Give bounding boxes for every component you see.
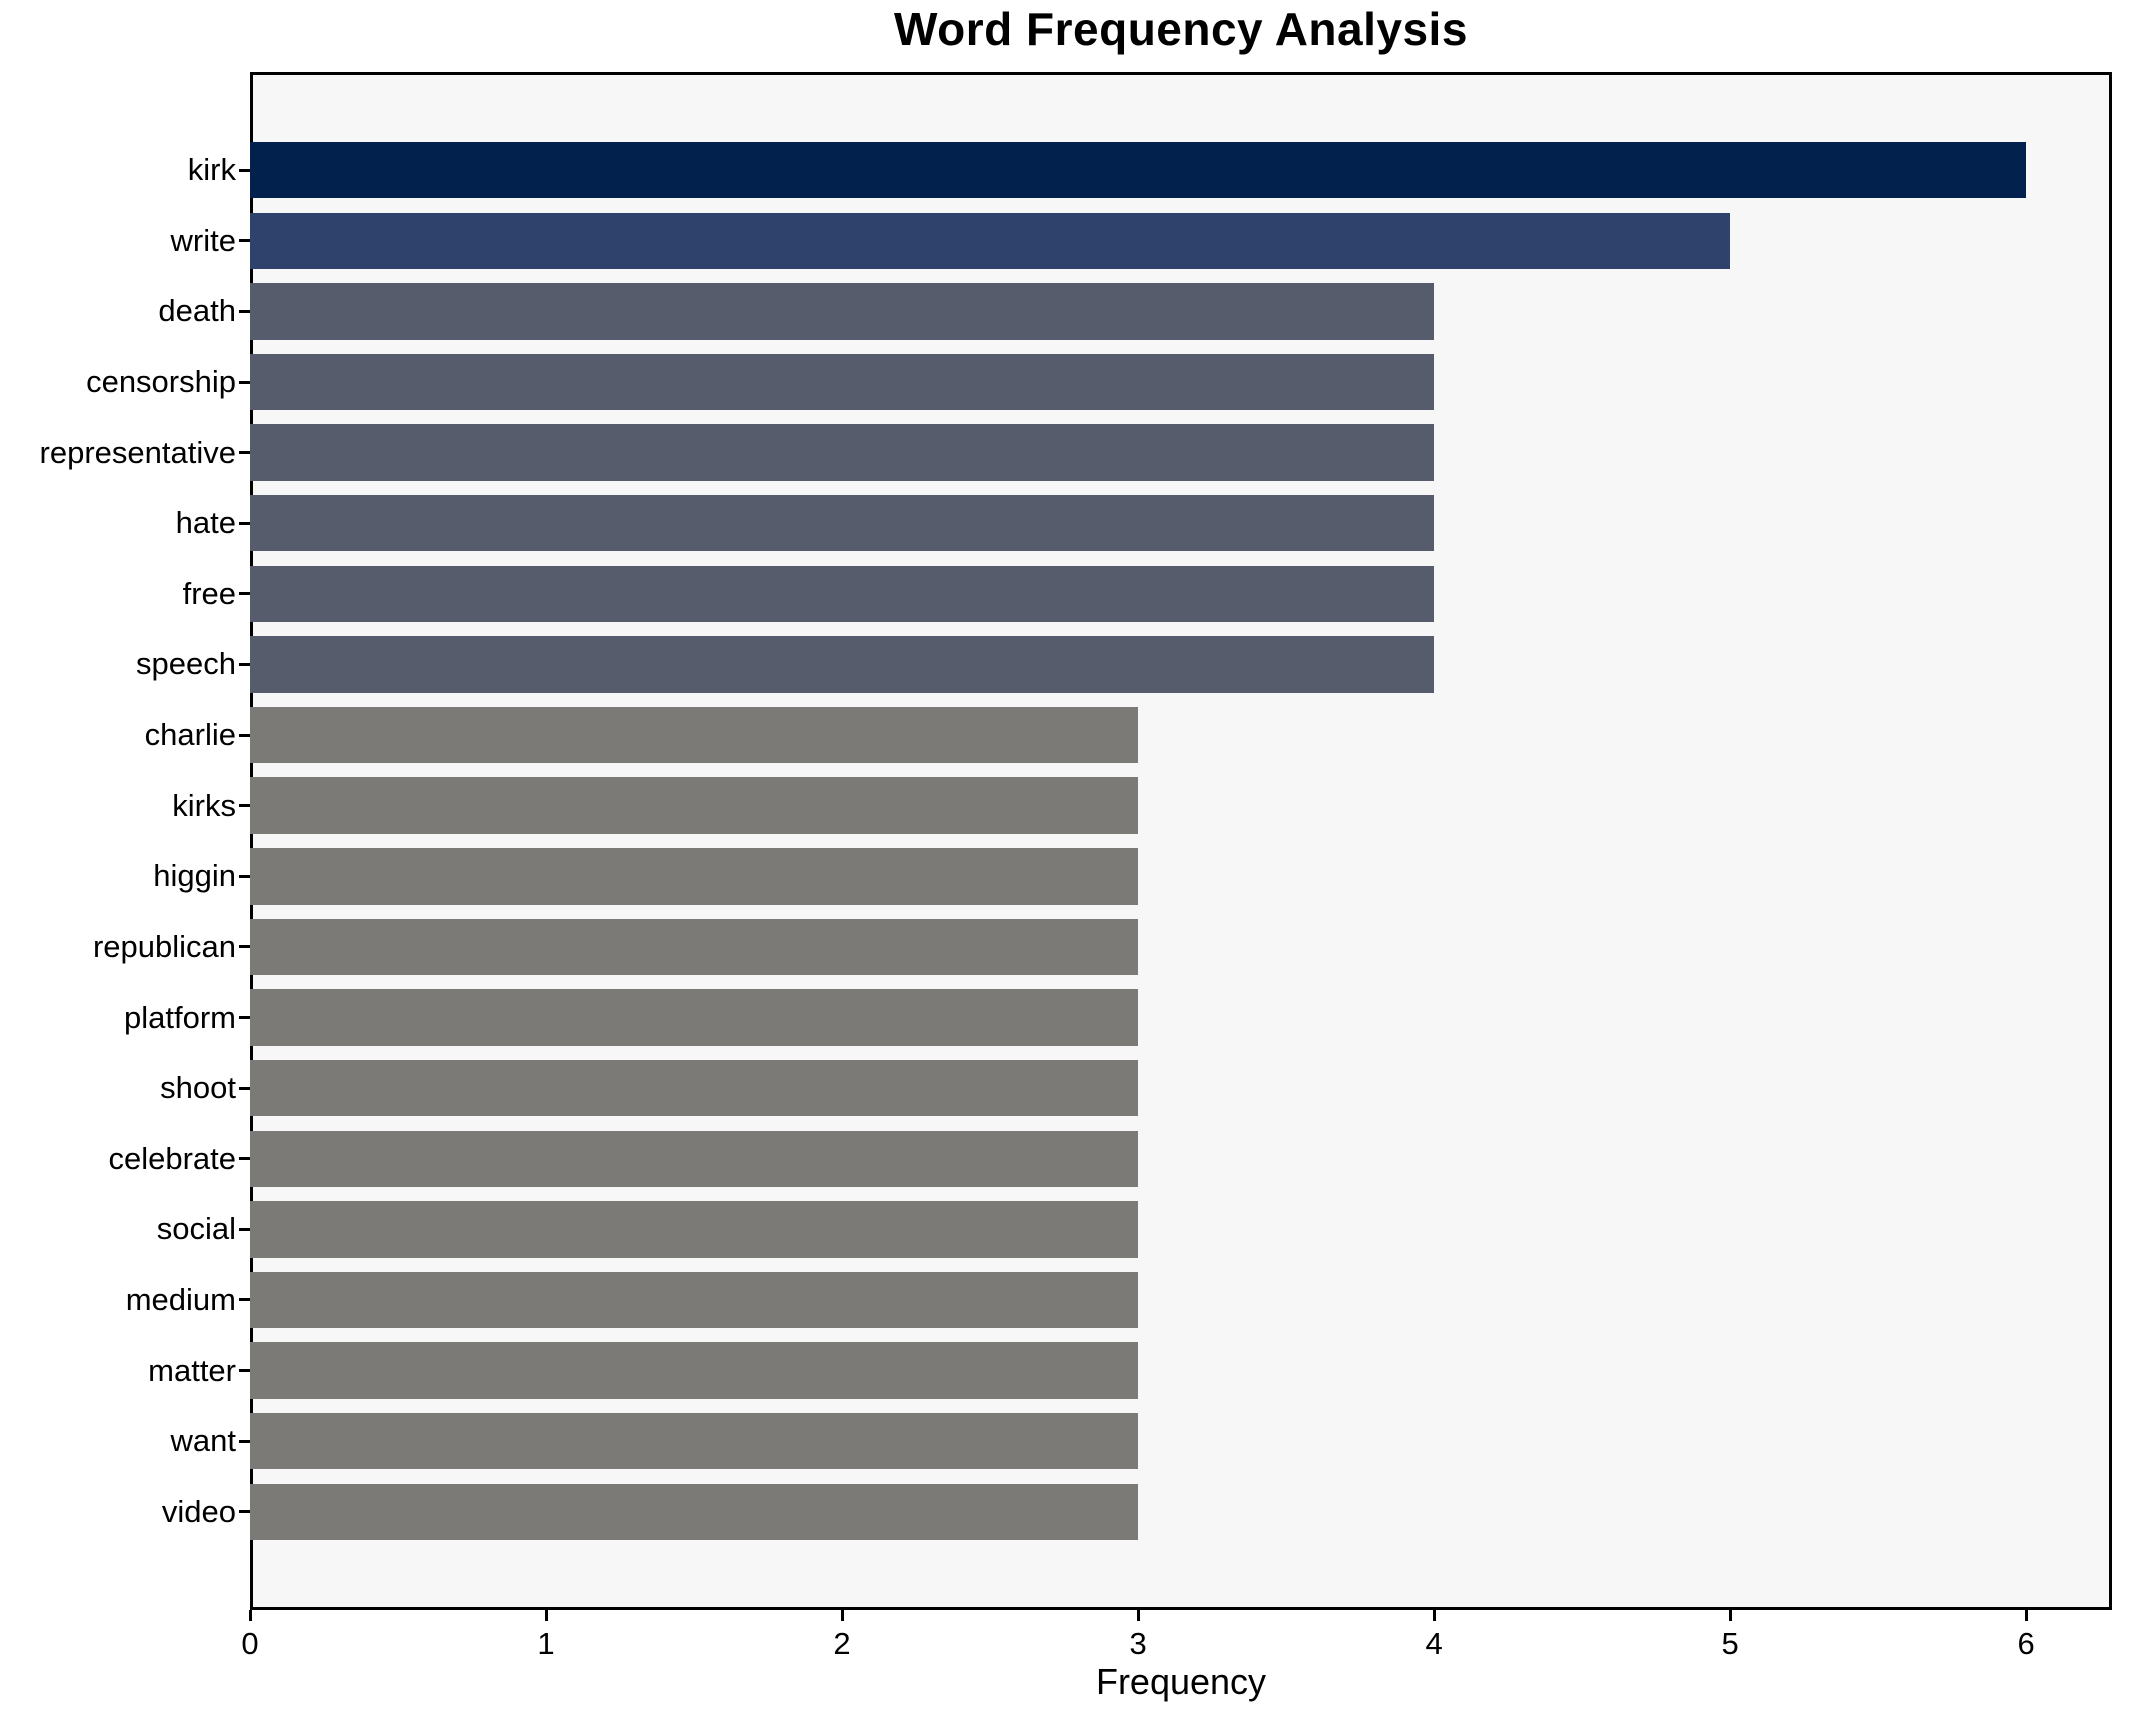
y-tick-label-censorship: censorship xyxy=(86,364,236,399)
bar-death xyxy=(250,283,1435,340)
x-tick-label-0: 0 xyxy=(241,1626,259,1661)
y-tick-label-representative: representative xyxy=(39,434,236,470)
y-tick-label-platform: platform xyxy=(124,999,236,1035)
y-tick-label-death: death xyxy=(158,293,236,329)
x-tick-label-6: 6 xyxy=(2017,1626,2035,1661)
y-tick-mark xyxy=(239,451,250,455)
bar-kirks xyxy=(250,777,1139,834)
bar-shoot xyxy=(250,1059,1139,1117)
bar-medium xyxy=(250,1271,1139,1329)
bar-video xyxy=(250,1483,1139,1541)
bar-want xyxy=(250,1412,1139,1470)
y-tick-label-kirks: kirks xyxy=(172,787,236,823)
bar-speech xyxy=(250,636,1435,693)
bar-charlie xyxy=(250,706,1139,764)
x-tick-mark xyxy=(2024,1610,2028,1621)
x-tick-mark xyxy=(1728,1610,1732,1621)
bar-representative xyxy=(250,424,1435,481)
y-tick-mark xyxy=(239,1157,250,1161)
x-tick-mark xyxy=(1432,1610,1436,1621)
y-tick-label-write: write xyxy=(170,222,236,258)
plot-area xyxy=(250,72,2112,1610)
y-tick-mark xyxy=(239,521,250,525)
x-tick-mark xyxy=(248,1610,252,1621)
y-tick-mark xyxy=(239,168,250,172)
x-tick-label-2: 2 xyxy=(833,1626,851,1661)
y-tick-label-video: video xyxy=(161,1493,236,1529)
bar-hate xyxy=(250,494,1435,552)
y-tick-label-higgin: higgin xyxy=(153,858,236,894)
y-tick-label-hate: hate xyxy=(175,505,236,541)
y-tick-mark xyxy=(239,1369,250,1373)
x-axis-label: Frequency xyxy=(1095,1661,1267,1702)
bar-higgin xyxy=(250,848,1139,905)
bar-write xyxy=(250,212,1731,269)
bar-republican xyxy=(250,918,1139,976)
bar-celebrate xyxy=(250,1130,1139,1187)
chart-title: Word Frequency Analysis xyxy=(894,3,1468,55)
y-tick-mark xyxy=(239,380,250,384)
x-tick-mark xyxy=(544,1610,548,1621)
x-tick-mark xyxy=(840,1610,844,1621)
y-tick-label-speech: speech xyxy=(136,646,236,682)
y-tick-mark xyxy=(239,1016,250,1020)
x-tick-label-3: 3 xyxy=(1129,1626,1147,1661)
y-tick-mark xyxy=(239,1439,250,1443)
y-tick-label-republican: republican xyxy=(92,928,236,964)
y-tick-mark xyxy=(239,1510,250,1514)
y-tick-label-celebrate: celebrate xyxy=(108,1140,236,1176)
y-tick-label-charlie: charlie xyxy=(144,717,236,753)
y-tick-mark xyxy=(239,1227,250,1231)
y-tick-mark xyxy=(239,945,250,949)
y-tick-mark xyxy=(239,239,250,243)
x-tick-label-1: 1 xyxy=(537,1626,555,1661)
x-tick-label-5: 5 xyxy=(1721,1626,1739,1661)
y-tick-label-want: want xyxy=(170,1423,236,1459)
y-tick-mark xyxy=(239,1298,250,1302)
y-tick-mark xyxy=(239,592,250,596)
y-tick-mark xyxy=(239,309,250,313)
y-tick-label-social: social xyxy=(156,1211,236,1247)
y-tick-label-free: free xyxy=(182,575,236,611)
bar-platform xyxy=(250,989,1139,1046)
y-tick-mark xyxy=(239,804,250,808)
bar-free xyxy=(250,565,1435,623)
y-tick-mark xyxy=(239,1086,250,1090)
y-tick-label-medium: medium xyxy=(125,1281,236,1317)
bar-censorship xyxy=(250,353,1435,411)
y-tick-mark xyxy=(239,874,250,878)
y-tick-label-shoot: shoot xyxy=(160,1070,236,1106)
bar-kirk xyxy=(250,141,2027,199)
bar-social xyxy=(250,1201,1139,1258)
bar-matter xyxy=(250,1342,1139,1399)
y-tick-mark xyxy=(239,662,250,666)
y-tick-mark xyxy=(239,733,250,737)
bars-layer xyxy=(250,72,2112,1610)
y-tick-label-matter: matter xyxy=(148,1352,236,1388)
y-tick-label-kirk: kirk xyxy=(187,152,236,188)
x-tick-label-4: 4 xyxy=(1425,1626,1443,1661)
x-tick-mark xyxy=(1136,1610,1140,1621)
